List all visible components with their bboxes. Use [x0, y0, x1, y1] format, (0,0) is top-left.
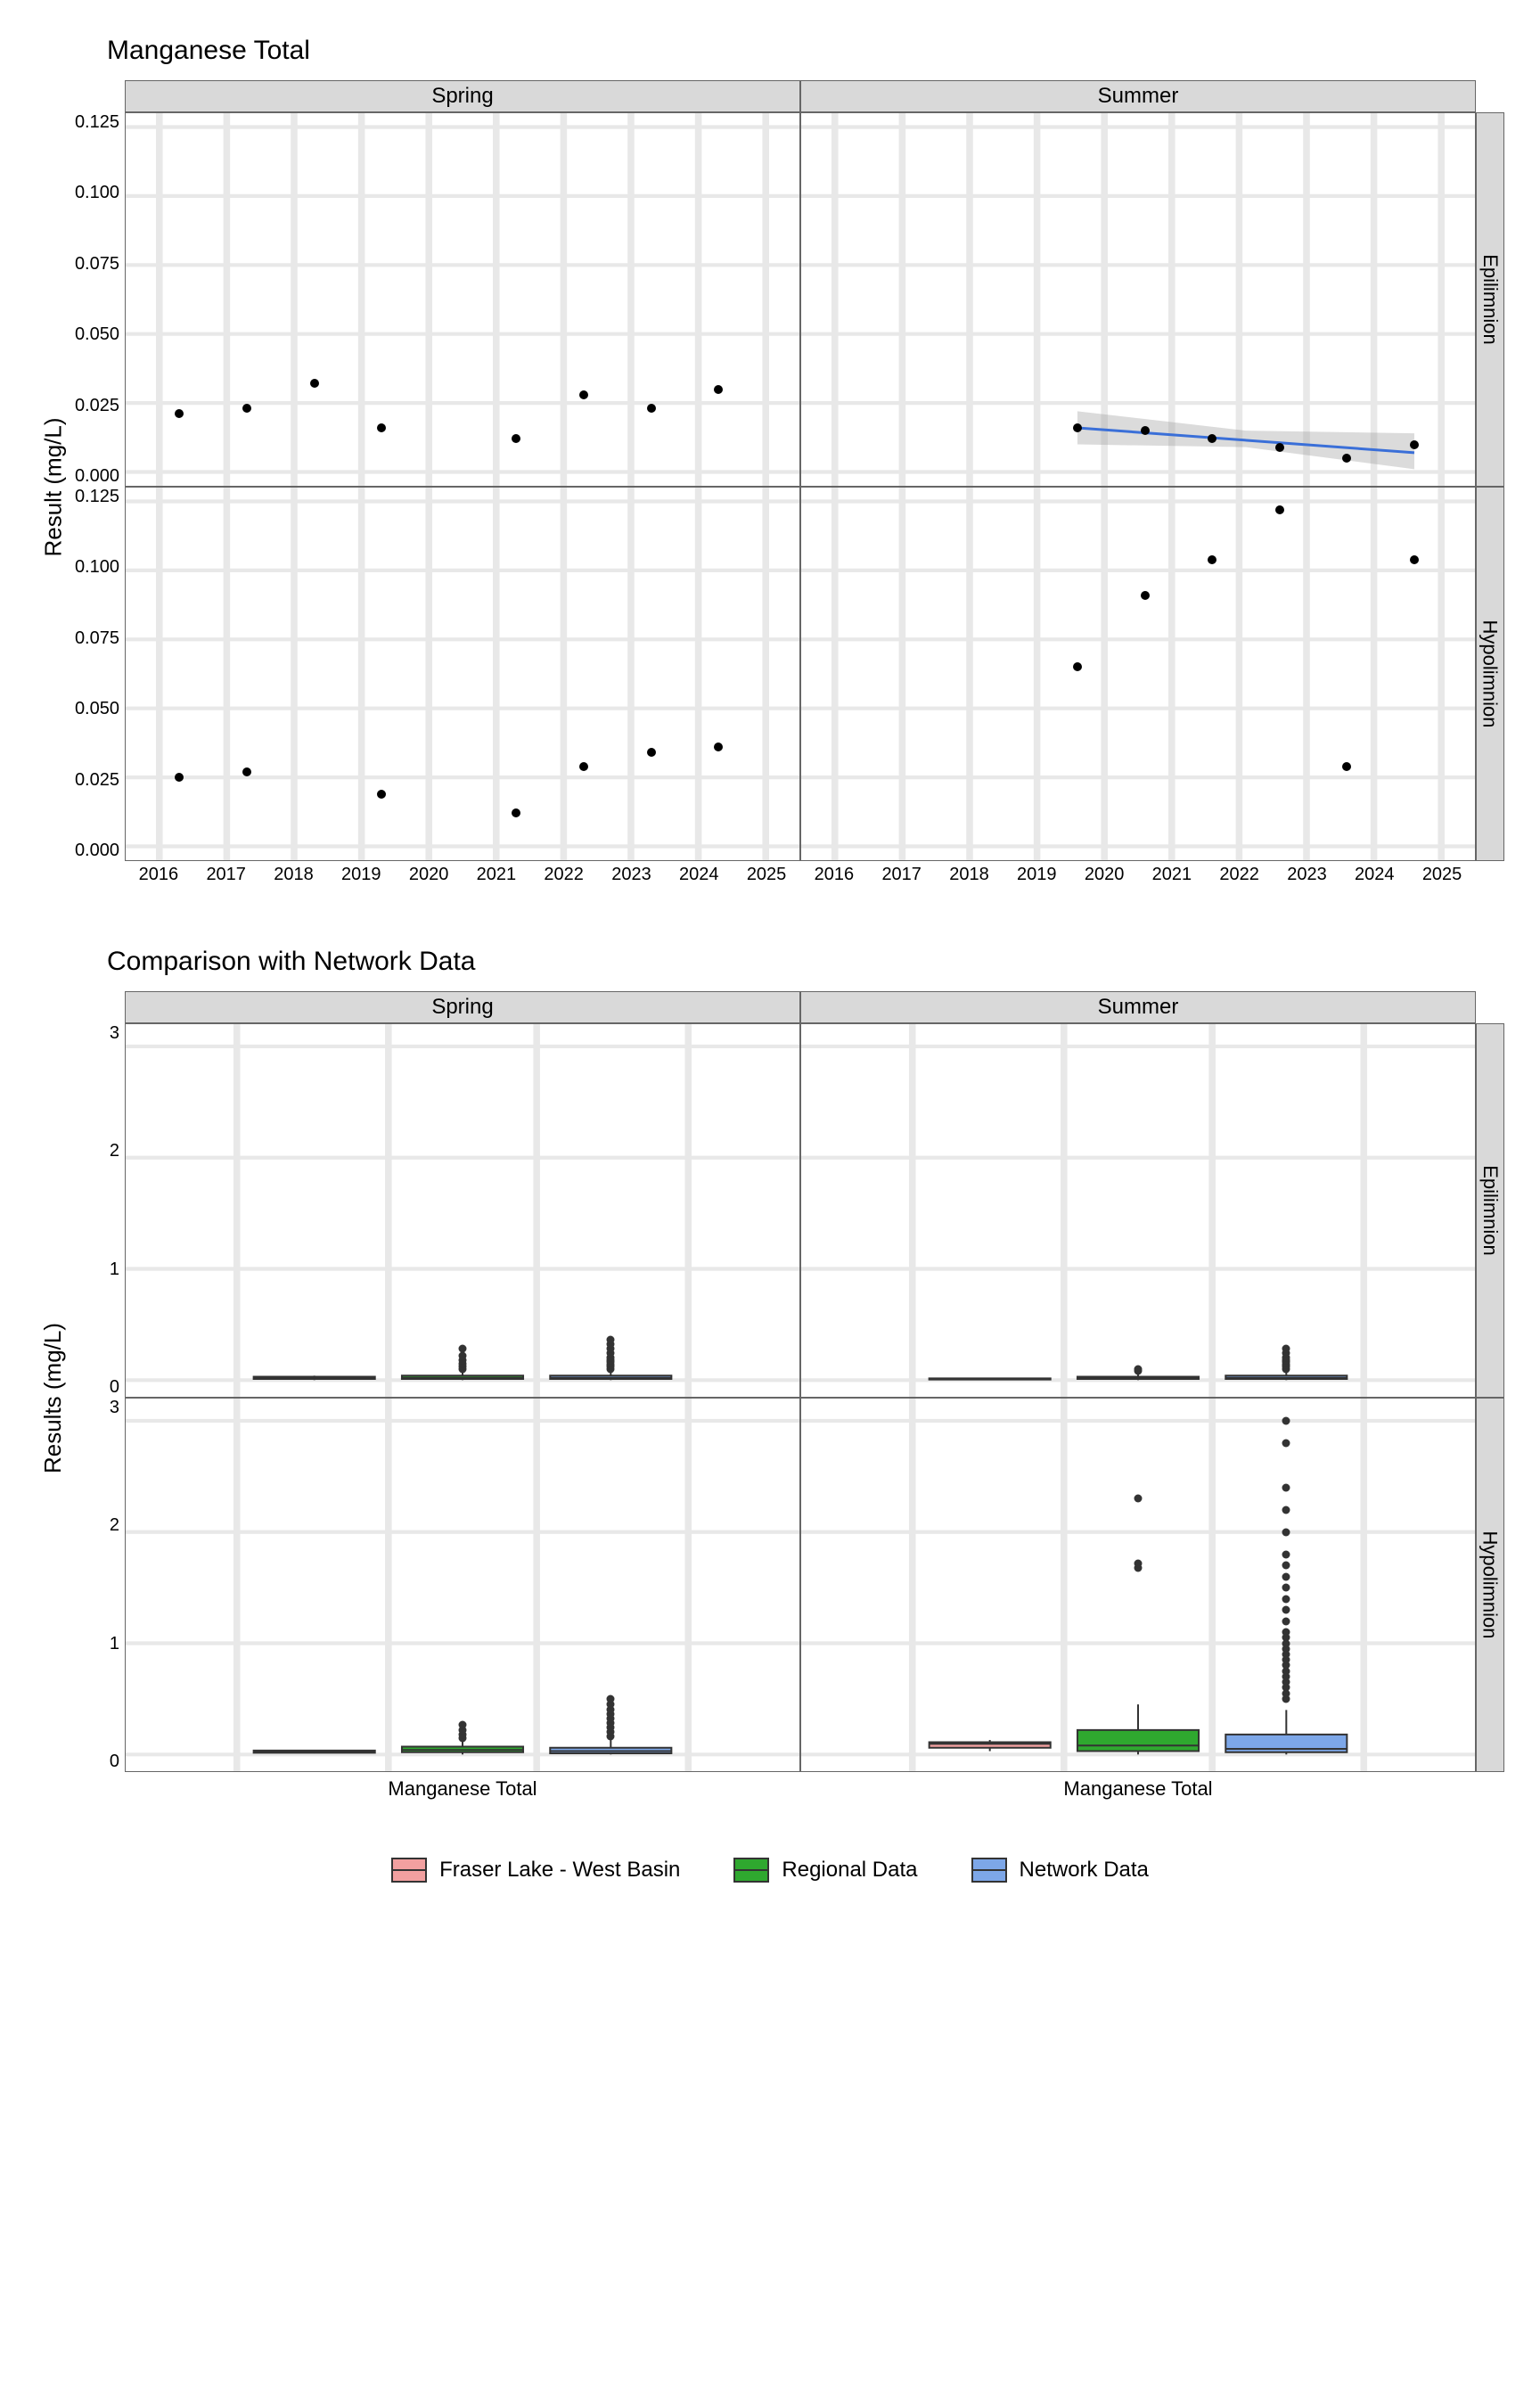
facet-col-spring: Spring — [125, 991, 800, 1023]
panel-summer-epilimnion — [800, 112, 1476, 487]
facet-col-summer: Summer — [800, 80, 1476, 112]
xticks: 2016201720182019202020212022202320242025 — [800, 861, 1476, 893]
legend-item: Regional Data — [733, 1858, 917, 1883]
facet-col-summer: Summer — [800, 991, 1476, 1023]
panel-spring-hypolimnion — [125, 487, 800, 861]
legend-swatch-icon — [971, 1858, 1007, 1883]
panel-spring-epilimnion — [125, 112, 800, 487]
legend-label: Network Data — [1020, 1858, 1149, 1883]
facet-row-hypolimnion: Hypolimnion — [1476, 1398, 1504, 1772]
scatter-chart-block: Manganese Total Result (mg/L) Spring Sum… — [36, 36, 1504, 893]
facet-row-hypolimnion: Hypolimnion — [1476, 487, 1504, 861]
chart2-title: Comparison with Network Data — [107, 947, 1504, 977]
xticks: 2016201720182019202020212022202320242025 — [125, 861, 800, 893]
boxpanel-summer-hypolimnion — [800, 1398, 1476, 1772]
legend-label: Fraser Lake - West Basin — [439, 1858, 680, 1883]
x-category: Manganese Total — [800, 1772, 1476, 1804]
boxpanel-spring-epilimnion — [125, 1023, 800, 1398]
yticks: 0.1250.1000.0750.0500.0250.000 — [71, 112, 125, 487]
facet-col-spring: Spring — [125, 80, 800, 112]
legend-label: Regional Data — [782, 1858, 917, 1883]
facet-row-epilimnion: Epilimnion — [1476, 1023, 1504, 1398]
yticks: 0.1250.1000.0750.0500.0250.000 — [71, 487, 125, 861]
yticks: 3210 — [71, 1023, 125, 1398]
chart2-ylabel: Results (mg/L) — [40, 1322, 68, 1473]
boxpanel-summer-epilimnion — [800, 1023, 1476, 1398]
legend-item: Fraser Lake - West Basin — [391, 1858, 680, 1883]
chart1-ylabel: Result (mg/L) — [40, 417, 68, 556]
facet-row-epilimnion: Epilimnion — [1476, 112, 1504, 487]
legend-swatch-icon — [391, 1858, 427, 1883]
panel-summer-hypolimnion — [800, 487, 1476, 861]
chart1-title: Manganese Total — [107, 36, 1504, 66]
yticks: 3210 — [71, 1398, 125, 1772]
legend-swatch-icon — [733, 1858, 769, 1883]
legend: Fraser Lake - West Basin Regional Data Net… — [36, 1858, 1504, 1883]
x-category: Manganese Total — [125, 1772, 800, 1804]
boxpanel-spring-hypolimnion — [125, 1398, 800, 1772]
legend-item: Network Data — [971, 1858, 1149, 1883]
boxplot-chart-block: Comparison with Network Data Results (mg… — [36, 947, 1504, 1804]
